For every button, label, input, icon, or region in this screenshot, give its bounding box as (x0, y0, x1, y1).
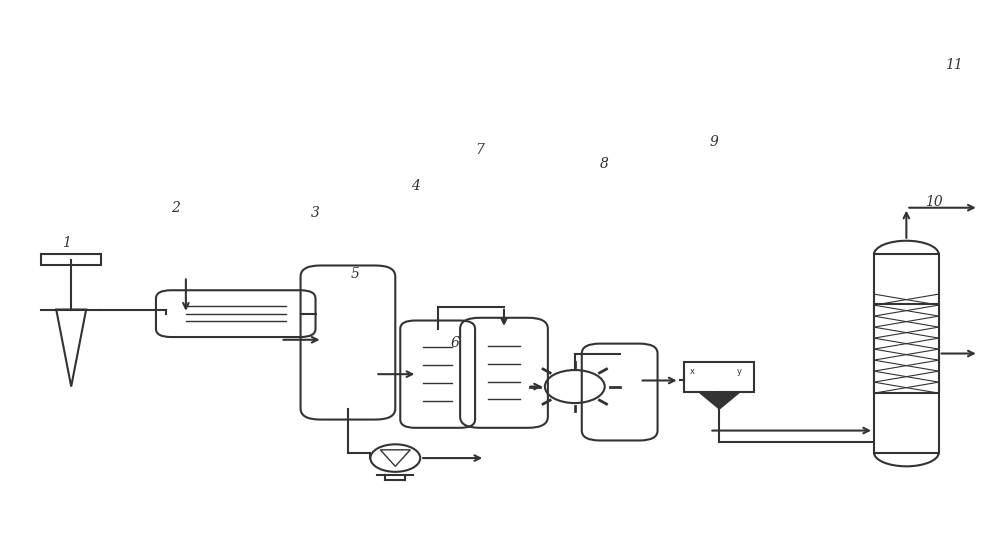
Text: 5: 5 (351, 267, 360, 281)
Bar (874, 254, 939, 452)
Text: x: x (690, 367, 695, 376)
Text: 6: 6 (451, 336, 460, 349)
Text: 4: 4 (411, 179, 420, 192)
Bar (874, 304, 939, 393)
Text: 11: 11 (945, 58, 963, 72)
Bar (41, 254, 101, 265)
Text: 3: 3 (311, 206, 320, 220)
Polygon shape (699, 392, 739, 409)
Text: 2: 2 (171, 201, 180, 215)
Bar (684, 362, 754, 392)
Text: 9: 9 (710, 135, 719, 149)
Text: 10: 10 (925, 195, 943, 209)
Text: y: y (737, 367, 742, 376)
Text: 8: 8 (600, 156, 609, 171)
Text: 7: 7 (476, 143, 484, 157)
Text: 1: 1 (62, 237, 71, 251)
